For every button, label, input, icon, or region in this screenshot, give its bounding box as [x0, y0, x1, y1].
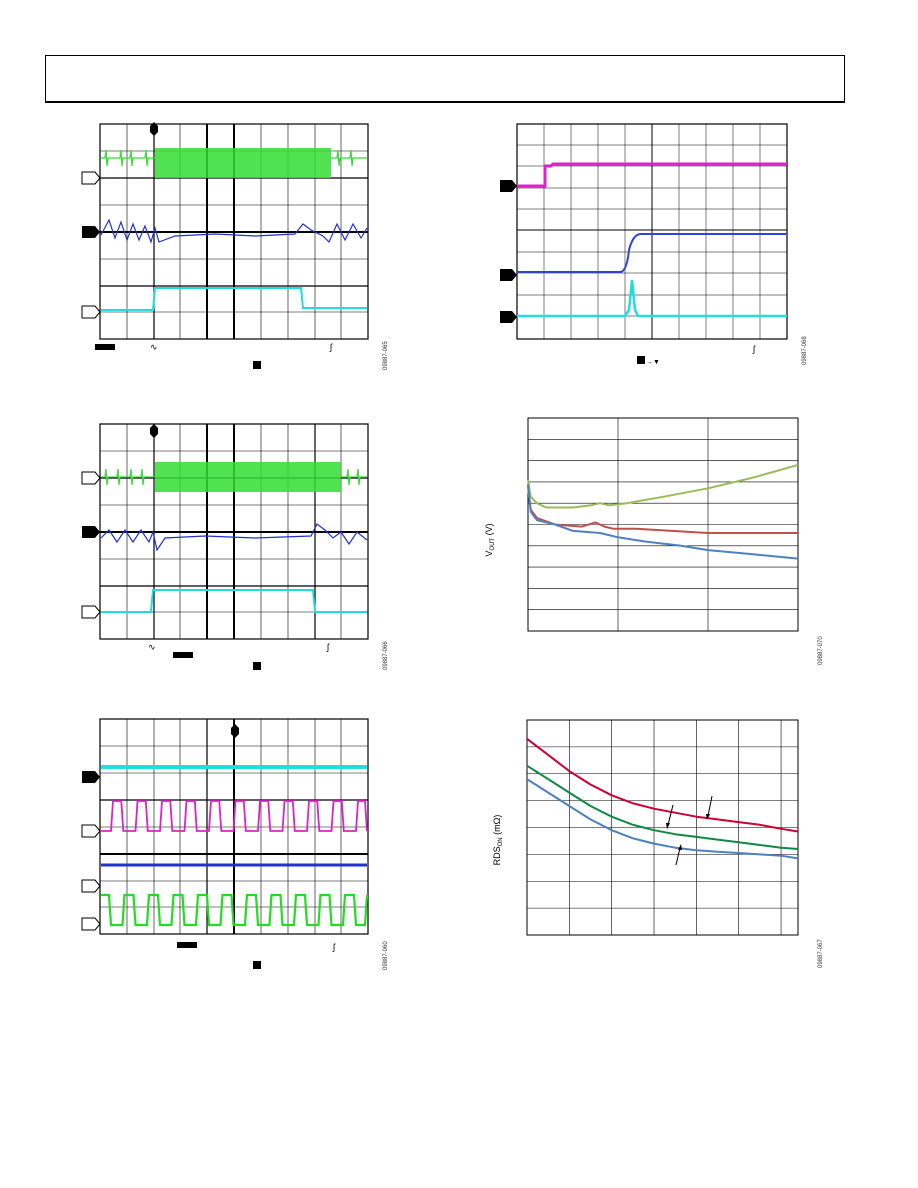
channel-marker-icon — [82, 226, 100, 238]
cyan-trace — [101, 287, 367, 311]
channel-marker-icon — [81, 824, 101, 838]
channel-marker-icon — [81, 471, 101, 485]
trigger-edge-icon: ʃ — [752, 344, 756, 354]
scope-grid — [516, 123, 788, 340]
rdson-series — [526, 738, 799, 860]
figure-id: 09887-070 — [818, 636, 824, 665]
curve-pointer-arrow — [667, 804, 674, 826]
arrowhead-icon — [666, 823, 670, 829]
curve-pointer-arrow — [707, 795, 713, 817]
cyan-trace — [517, 279, 787, 318]
figure-id: 09887-068 — [802, 336, 808, 365]
arrowhead-icon — [678, 844, 682, 850]
green-trace — [101, 893, 369, 927]
scope-capture-5: ʃ 09887-060 — [81, 718, 389, 970]
blue-trace — [517, 233, 787, 273]
scope-capture-2: ʃ →▼ 09887-068 — [500, 123, 808, 366]
green-trace — [101, 468, 367, 486]
channel-marker-icon — [81, 171, 101, 185]
arrow-icon: →▼ — [646, 359, 660, 366]
figure-id: 09887-065 — [383, 341, 389, 370]
green-burst-block — [155, 148, 331, 178]
series-line-1 — [527, 463, 799, 509]
scope-grid — [99, 423, 369, 640]
scope-capture-1: ∿ ʃ 09887-065 — [81, 122, 389, 370]
trigger-marker-icon — [150, 122, 158, 136]
channel-marker-icon — [500, 311, 517, 323]
scope-capture-3: ∿ ʃ 09887-066 — [81, 423, 389, 670]
channel-marker-icon — [81, 879, 101, 893]
channel-marker-icon — [82, 771, 100, 783]
channel-marker-icon — [81, 305, 101, 319]
blue-trace — [100, 218, 368, 244]
bandwidth-badge — [177, 942, 197, 948]
arrowhead-icon — [706, 814, 710, 820]
rdson-chart: RDSON (mΩ) 09887-067 — [492, 719, 824, 968]
trigger-edge-icon: ʃ — [332, 942, 336, 952]
coupling-icon: ∿ — [150, 342, 158, 352]
channel-marker-icon — [81, 605, 101, 619]
series-line-2 — [526, 764, 799, 850]
figure-id: 09887-067 — [818, 939, 824, 968]
series-line-3 — [527, 483, 799, 560]
bandwidth-badge — [95, 344, 115, 350]
trigger-marker-icon — [231, 724, 239, 738]
cyan-trace — [101, 589, 367, 613]
magenta-trace — [101, 800, 368, 832]
trigger-edge-icon: ʃ — [329, 342, 333, 352]
series-line-1 — [526, 738, 799, 833]
magenta-trace — [517, 162, 787, 188]
channel-marker-icon — [500, 180, 517, 192]
vout-chart: VOUT (V) 09887-070 — [484, 417, 824, 665]
coupling-icon: ∿ — [148, 642, 156, 652]
cursor-marker-icon — [253, 662, 261, 670]
trigger-edge-icon: ʃ — [326, 642, 330, 652]
cursor-marker-icon — [637, 356, 645, 364]
page-header-bar — [45, 55, 845, 103]
cursor-marker-icon — [253, 361, 261, 369]
rdson-grid — [527, 720, 798, 935]
cursor-marker-icon — [253, 961, 261, 969]
green-trace — [101, 149, 367, 167]
y-axis-label: RDSON (mΩ) — [492, 815, 504, 866]
y-axis-label: VOUT (V) — [484, 523, 496, 556]
vout-grid — [528, 418, 798, 631]
channel-marker-icon — [500, 269, 517, 281]
bandwidth-badge — [173, 652, 193, 658]
curve-pointer-arrow — [675, 847, 681, 866]
series-line-3 — [526, 778, 799, 860]
channel-marker-icon — [81, 917, 101, 931]
green-burst-block — [155, 462, 341, 492]
channel-marker-icon — [82, 526, 100, 538]
figure-id: 09887-060 — [383, 941, 389, 970]
blue-trace — [100, 523, 368, 552]
series-line-2 — [527, 486, 798, 534]
figure-id: 09887-066 — [383, 641, 389, 670]
trigger-marker-icon — [150, 424, 158, 438]
vout-series — [527, 463, 799, 560]
